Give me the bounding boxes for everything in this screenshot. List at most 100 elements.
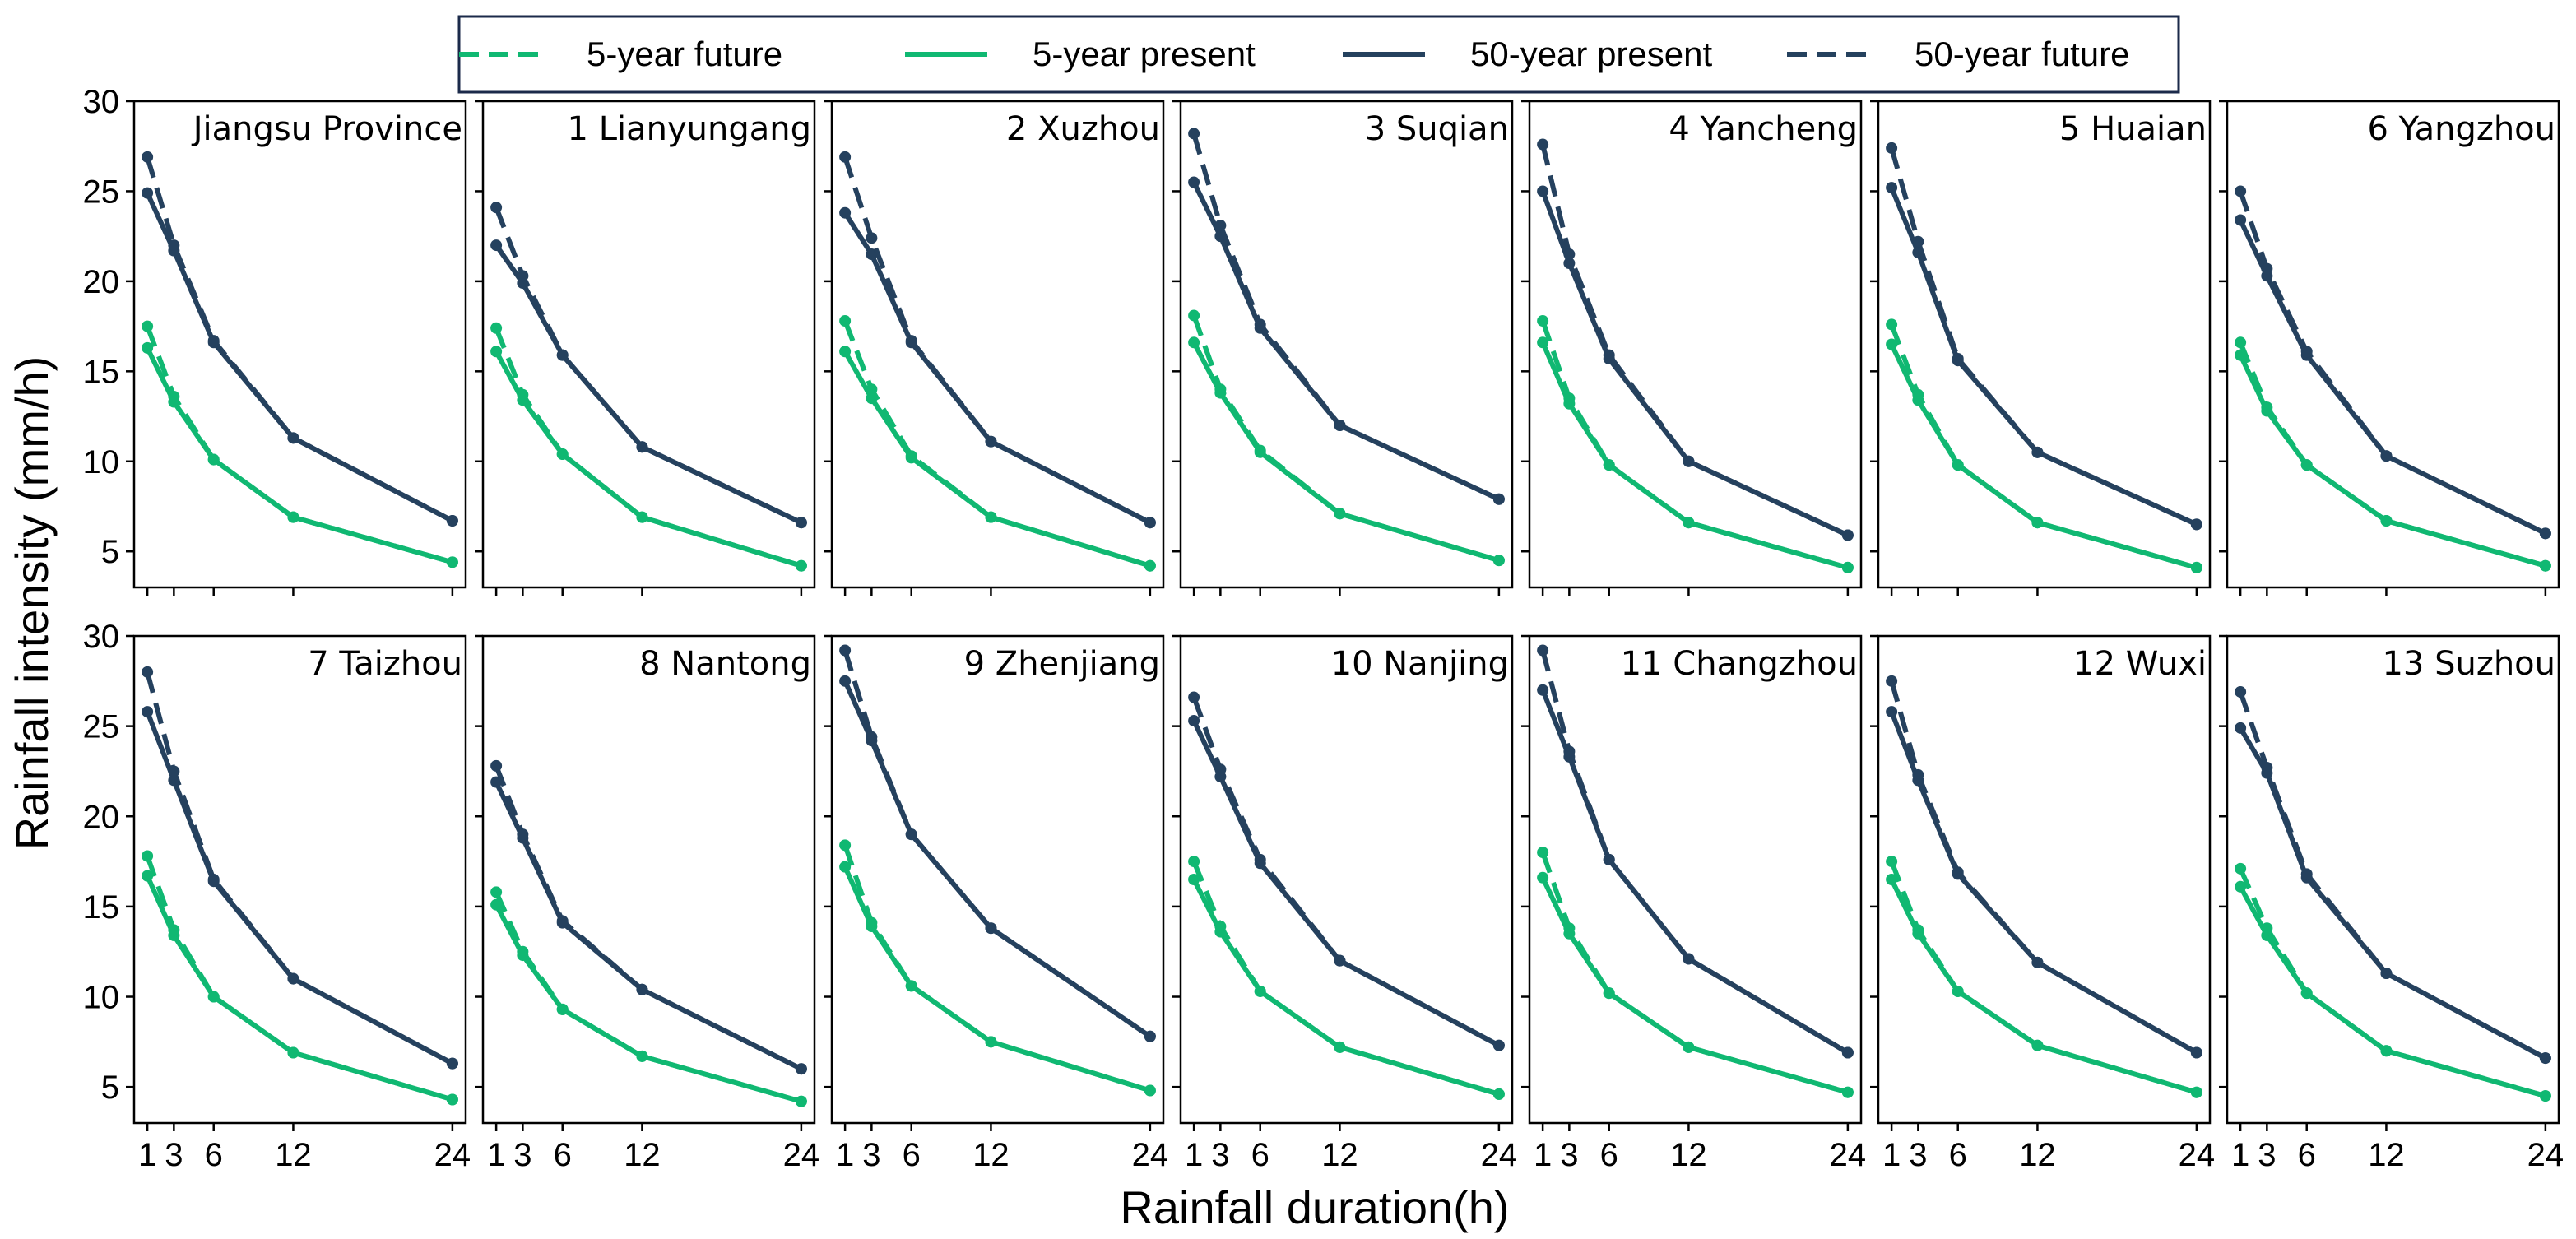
panel-title: 3 Suqian	[1365, 110, 1509, 148]
data-point	[446, 1093, 458, 1106]
data-point	[2300, 987, 2313, 1000]
data-point	[2261, 262, 2273, 275]
data-point	[1563, 745, 1576, 758]
series-line-5yr-present	[145, 875, 453, 1102]
panel-frame	[2226, 100, 2560, 589]
x-tick-label: 12	[2368, 1137, 2405, 1173]
series-line-50yr-present	[842, 680, 1152, 1039]
y-tick-label: 5	[101, 534, 119, 570]
series-line-50yr-present	[494, 781, 803, 1071]
data-point	[1886, 874, 1898, 885]
data-point	[2300, 868, 2313, 880]
x-tick-label: 24	[1481, 1137, 1518, 1173]
data-point	[1912, 924, 1924, 936]
series-line-5yr-present	[842, 865, 1151, 1093]
x-tick-label: 3	[1909, 1137, 1927, 1173]
data-point	[2190, 561, 2202, 573]
series-line-50yr-present	[145, 192, 454, 523]
data-point	[866, 731, 878, 743]
data-point	[490, 239, 503, 252]
data-point	[839, 151, 852, 163]
data-point	[839, 839, 852, 852]
panel: 6 Yangzhou	[2219, 100, 2560, 596]
x-tick-label: 24	[434, 1137, 471, 1173]
series-line-5yr-present	[1191, 341, 1500, 564]
data-point	[2235, 685, 2247, 698]
legend-frame	[457, 15, 2180, 94]
data-point	[1886, 142, 1898, 154]
series-line-50yr-future	[494, 764, 803, 1071]
data-point	[1886, 706, 1898, 718]
data-point	[795, 559, 807, 572]
series-line-50yr-future	[842, 155, 1152, 525]
data-point	[142, 341, 154, 354]
panel-title: 1 Lianyungang	[568, 110, 811, 148]
panel: 1 3 6 12 24 13 Suzhou	[2219, 634, 2564, 1173]
data-point	[556, 349, 569, 361]
data-point	[2380, 450, 2393, 462]
x-tick-label: 12	[1321, 1137, 1358, 1173]
data-point	[1603, 459, 1615, 471]
data-point	[1912, 235, 1924, 248]
data-point	[207, 335, 220, 347]
data-point	[1537, 871, 1549, 884]
panel-title: 8 Nantong	[639, 645, 811, 683]
x-tick-label: 3	[862, 1137, 880, 1173]
data-point	[1537, 185, 1549, 197]
panel-frame	[1877, 100, 2212, 589]
data-point	[1254, 853, 1266, 865]
data-point	[517, 270, 529, 282]
series-line-50yr-present	[1889, 186, 2198, 527]
data-point	[1188, 309, 1200, 322]
panel: 1 3 6 12 24 11 Changzhou	[1521, 634, 1866, 1173]
data-point	[1144, 1030, 1156, 1042]
data-point	[207, 991, 220, 1003]
x-tick-label: 24	[783, 1137, 820, 1173]
series-line-50yr-future	[1540, 143, 1850, 538]
x-tick-label: 6	[1251, 1137, 1269, 1173]
panel-frame	[481, 634, 816, 1125]
series-line-50yr-future	[494, 206, 803, 525]
x-tick-label: 24	[1132, 1137, 1169, 1173]
panel-title: 9 Zhenjiang	[964, 645, 1160, 683]
data-point	[142, 187, 154, 199]
series-line-50yr-present	[1191, 181, 1501, 502]
data-point	[490, 322, 503, 334]
data-point	[795, 1095, 807, 1107]
data-point	[1563, 392, 1576, 405]
data-point	[207, 874, 220, 885]
data-point	[1214, 383, 1227, 396]
panel: 5 10 15 20 25 30 1 3 6 12 24 7 Taizhou	[83, 619, 471, 1173]
panel-frame	[830, 100, 1165, 589]
series-line-5yr-present	[1540, 341, 1849, 570]
x-tick-label: 6	[2298, 1137, 2316, 1173]
series-line-5yr-present	[494, 903, 802, 1104]
data-point	[2235, 214, 2247, 226]
data-point	[1537, 684, 1549, 696]
series-line-50yr-present	[145, 711, 454, 1066]
data-point	[446, 515, 458, 527]
data-point	[1841, 561, 1854, 573]
series-line-5yr-future	[1191, 314, 1500, 564]
series-line-50yr-present	[842, 211, 1152, 525]
x-tick-label: 12	[1670, 1137, 1707, 1173]
series-line-5yr-future	[2238, 341, 2546, 568]
series-line-5yr-future	[842, 844, 1151, 1093]
data-point	[490, 759, 503, 772]
x-tick-label: 6	[1600, 1137, 1618, 1173]
series-line-5yr-future	[145, 325, 453, 565]
data-point	[168, 390, 180, 402]
data-point	[839, 675, 852, 687]
panel-frame	[132, 100, 467, 589]
data-point	[636, 983, 648, 995]
y-axis-title: Rainfall intensity (mm/h)	[6, 356, 58, 851]
data-point	[2539, 1052, 2551, 1065]
data-point	[839, 315, 852, 327]
y-tick-label: 25	[83, 174, 120, 210]
series-line-5yr-future	[1191, 860, 1500, 1097]
panel-title: 12 Wuxi	[2073, 645, 2207, 683]
data-point	[1214, 220, 1227, 232]
panel: 5 10 15 20 25 30 Jiangsu Province	[83, 84, 467, 596]
data-point	[985, 922, 997, 935]
data-point	[2380, 968, 2393, 980]
